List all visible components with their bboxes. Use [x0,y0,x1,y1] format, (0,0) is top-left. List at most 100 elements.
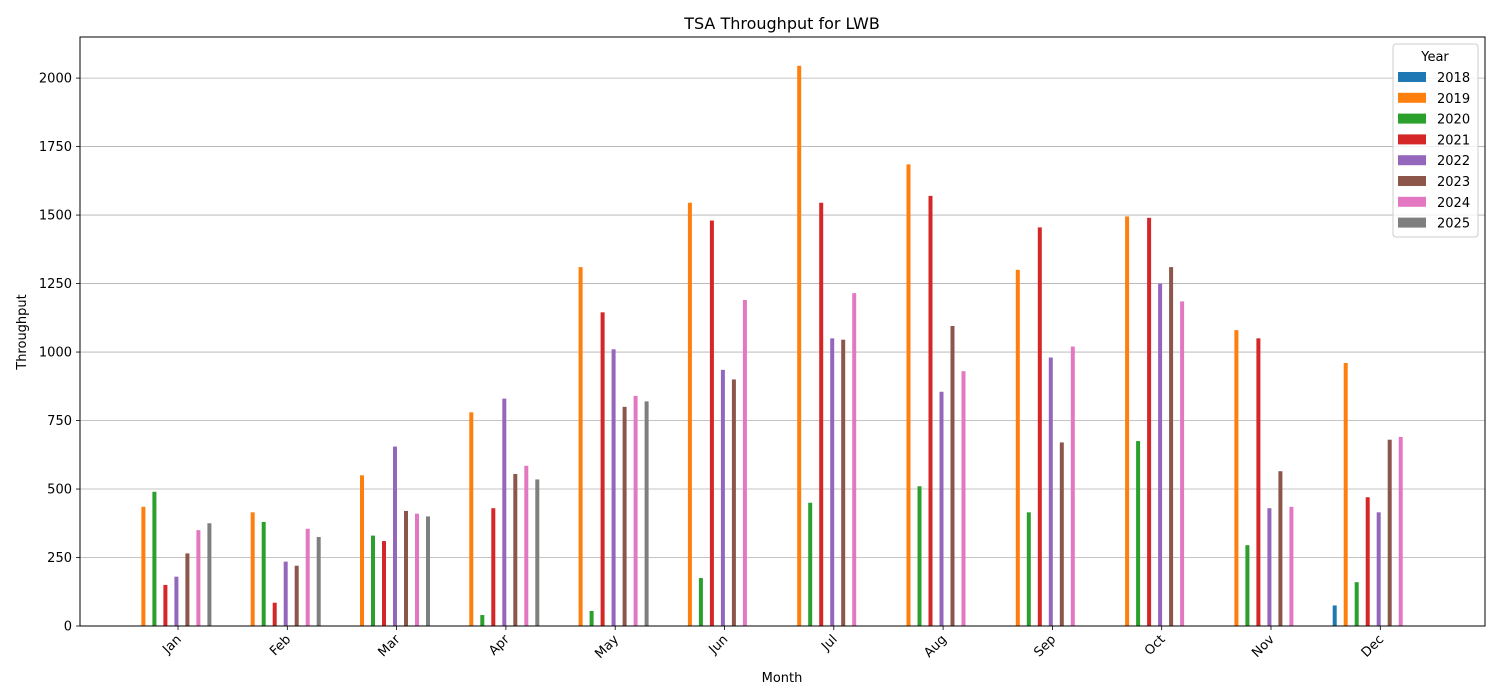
bar-jun-2024 [742,300,747,626]
bar-apr-2024 [524,465,529,626]
legend-swatch-2021 [1398,134,1426,145]
y-tick-label: 1750 [39,140,72,155]
bar-sep-2022 [1048,357,1053,626]
x-tick-label: Jun [706,632,732,658]
x-tick-label: Jan [159,632,184,657]
x-axis-label: Month [762,671,803,686]
y-tick-label: 1250 [39,277,72,292]
bar-oct-2024 [1180,301,1185,626]
legend-label-2019: 2019 [1437,92,1470,107]
bar-jan-2019 [141,506,146,626]
bar-jun-2023 [731,379,736,626]
y-tick-label: 1000 [39,346,72,361]
bar-jun-2019 [687,202,692,627]
bar-mar-2025 [426,516,430,626]
bar-jan-2020 [152,491,157,626]
bar-feb-2020 [261,521,266,626]
bar-nov-2023 [1278,471,1283,626]
bar-oct-2021 [1147,217,1152,626]
bar-mar-2024 [415,513,419,626]
bar-oct-2022 [1158,283,1163,626]
bar-oct-2019 [1125,216,1130,626]
x-tick-label: Oct [1142,632,1169,659]
bar-jul-2020 [808,502,813,626]
y-axis: 0 250 500 750 1000 1250 1500 1750 2000 [39,72,80,635]
legend-label-2020: 2020 [1437,113,1470,128]
legend: Year 2018 2019 2020 2021 2022 2023 2024 2025 [1392,43,1479,238]
legend-label-2018: 2018 [1437,71,1470,86]
bar-jan-2022 [174,576,179,626]
x-tick-label: Apr [486,632,513,659]
x-axis: Jan Feb Mar Apr May Jun Jul Aug Sep Oct Nov Dec [159,626,1387,662]
bar-mar-2022 [393,446,397,626]
bar-may-2019 [578,267,583,626]
bar-feb-2023 [294,565,299,626]
bar-feb-2025 [316,536,321,626]
bar-may-2023 [622,406,627,626]
y-tick-label: 500 [47,483,72,498]
x-tick-label: Dec [1359,632,1387,660]
legend-label-2024: 2024 [1437,196,1470,211]
bar-jul-2023 [841,339,846,626]
bar-apr-2022 [502,398,507,626]
bar-mar-2021 [382,541,386,626]
bar-apr-2023 [513,473,518,626]
bar-sep-2024 [1070,346,1075,626]
bar-may-2020 [589,610,594,626]
bar-dec-2020 [1354,582,1359,626]
bar-jul-2019 [797,65,802,626]
bar-mar-2019 [360,475,364,626]
bar-jun-2022 [720,369,725,626]
legend-swatch-2023 [1398,176,1426,186]
bar-may-2021 [600,312,605,626]
bar-oct-2023 [1169,267,1174,626]
y-tick-label: 1500 [39,209,72,224]
bar-apr-2025 [535,479,540,626]
bar-dec-2022 [1376,512,1381,626]
bar-jul-2024 [852,293,857,626]
x-tick-label: Nov [1249,632,1278,661]
bar-nov-2022 [1267,508,1272,626]
x-tick-label: Jul [818,632,840,654]
bars [141,65,1403,627]
bar-jan-2021 [163,584,168,626]
bar-jan-2023 [185,553,190,626]
bar-nov-2020 [1245,545,1250,626]
bar-jan-2025 [207,523,212,626]
bar-may-2024 [633,395,638,626]
bar-dec-2024 [1398,436,1403,626]
bar-feb-2021 [272,602,277,626]
bar-sep-2023 [1059,442,1064,626]
y-axis-label: Throughput [15,294,30,371]
x-tick-label: Sep [1031,632,1059,660]
x-tick-label: Aug [921,632,950,661]
bar-mar-2023 [404,510,408,626]
bar-may-2022 [611,349,616,626]
legend-label-2025: 2025 [1437,217,1470,232]
y-tick-label: 2000 [39,72,72,87]
bar-feb-2022 [283,561,288,626]
bar-apr-2019 [469,412,474,626]
bar-aug-2021 [928,195,933,626]
bar-aug-2023 [950,326,955,626]
bar-nov-2021 [1256,338,1261,626]
y-tick-label: 750 [47,414,72,429]
legend-swatch-2024 [1398,196,1426,207]
legend-swatch-2022 [1398,155,1426,166]
bar-apr-2020 [480,615,485,626]
legend-swatch-2018 [1398,72,1426,82]
bar-jul-2022 [830,338,835,626]
bar-dec-2021 [1365,497,1370,626]
bar-dec-2018 [1332,605,1337,626]
y-tick-label: 250 [47,551,72,566]
chart-title: TSA Throughput for LWB [683,14,880,33]
legend-label-2023: 2023 [1437,175,1470,190]
bar-nov-2019 [1234,330,1239,626]
bar-apr-2021 [491,508,496,626]
gridlines [80,77,1485,627]
legend-swatch-2020 [1398,113,1426,124]
bar-jul-2021 [819,202,824,627]
bar-feb-2024 [305,528,310,626]
legend-label-2022: 2022 [1437,154,1470,169]
